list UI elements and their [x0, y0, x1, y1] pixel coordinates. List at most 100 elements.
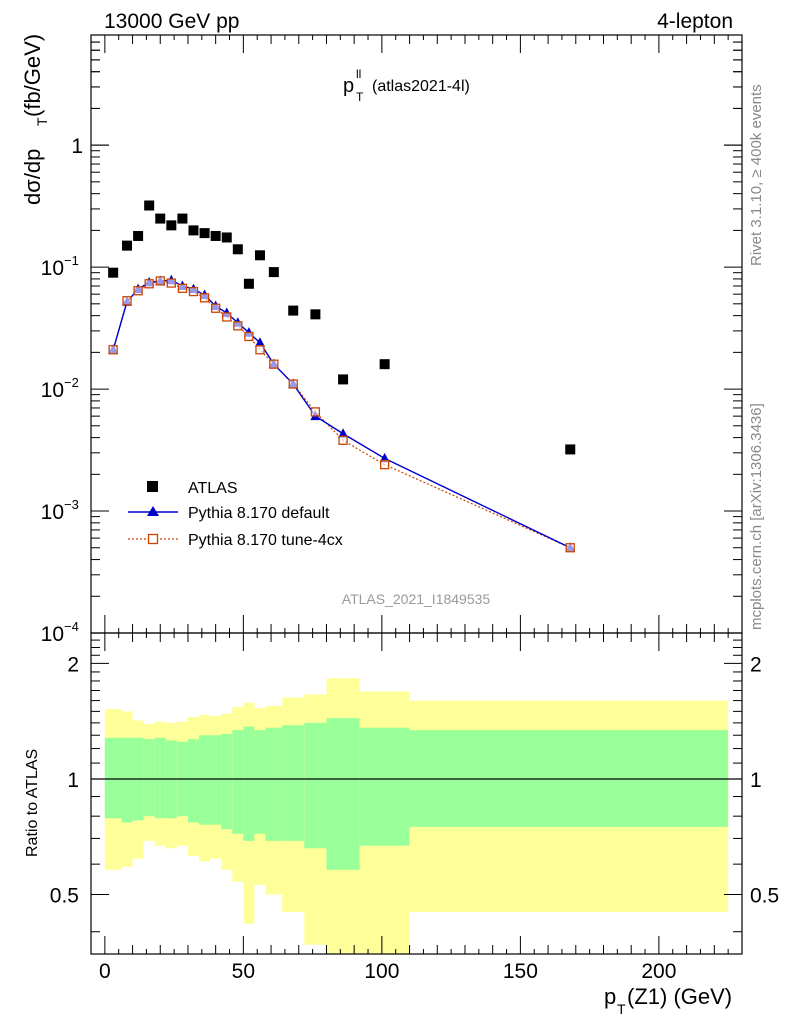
ratio-band-inner	[359, 727, 410, 846]
xlabel-c: (Z1) (GeV)	[627, 984, 732, 1009]
tune-point	[166, 278, 176, 288]
main-ytick-exponent: −3	[64, 497, 79, 512]
plot-title-main: p	[343, 75, 354, 97]
ratio-band-inner	[199, 735, 211, 825]
tune-point	[144, 279, 154, 289]
ratio-band-inner	[187, 739, 200, 823]
default-point	[254, 337, 265, 347]
atlas-point	[188, 225, 199, 236]
ratio-band-inner	[304, 722, 327, 849]
atlas-point	[379, 359, 390, 370]
ratio-ylabel: Ratio to ATLAS	[24, 749, 41, 857]
legend: ATLAS Pythia 8.170 default Pythia 8.170 …	[128, 480, 343, 549]
plot-title-sup: ll	[356, 67, 361, 81]
atlas-point	[108, 267, 119, 278]
atlas-point	[144, 200, 155, 211]
mcplots-label: mcplots.cern.ch [arXiv:1306.3436]	[748, 403, 765, 630]
atlas-point	[254, 250, 265, 261]
atlas-point	[338, 374, 349, 385]
ratio-band-inner	[154, 737, 166, 819]
legend-atlas-label: ATLAS	[188, 480, 238, 497]
ratio-band-inner	[221, 733, 233, 830]
main-ylabel: dσ/dp T (fb/GeV)	[20, 34, 50, 205]
watermark: ATLAS_2021_I1849535	[342, 591, 491, 607]
header-right: 4-lepton	[657, 10, 733, 33]
ratio-band-inner	[326, 718, 360, 870]
atlas-point	[288, 305, 299, 316]
main-ytick-exponent: −4	[64, 619, 79, 634]
atlas-point	[166, 220, 177, 231]
ratio-ytick-label: 1	[67, 769, 79, 792]
plot-title-sub: T	[356, 90, 364, 104]
ratio-bands	[104, 678, 729, 954]
xtick-label: 0	[99, 960, 111, 983]
atlas-point	[210, 230, 221, 241]
ratio-ytick-label: 0.5	[50, 885, 79, 908]
main-series	[108, 200, 576, 553]
ratio-band-inner	[243, 726, 255, 841]
ratio-band-inner	[121, 737, 133, 823]
tune-point	[310, 407, 321, 417]
atlas-point	[565, 444, 576, 455]
tune-point	[177, 283, 188, 293]
xlabel-a: p	[604, 984, 616, 1009]
legend-default-marker	[147, 506, 159, 516]
main-ylabel-c: (fb/GeV)	[20, 34, 45, 117]
xtick-label: 50	[232, 960, 255, 983]
main-ytick-label: 10	[41, 379, 64, 402]
main-ytick-label: 10	[41, 623, 64, 646]
ratio-band-inner	[210, 735, 222, 825]
legend-atlas-marker	[147, 481, 158, 492]
atlas-point	[221, 232, 232, 243]
atlas-point	[243, 278, 254, 289]
xtick-label: 200	[641, 960, 676, 983]
tune-point	[199, 293, 210, 303]
main-ytick-exponent: −1	[64, 253, 79, 268]
series-tune-line	[112, 280, 571, 549]
tune-point	[133, 286, 143, 296]
ratio-ytick-label-right: 1	[750, 769, 762, 792]
xlabel-b: T	[617, 1001, 626, 1017]
tune-point	[565, 543, 575, 553]
atlas-point	[177, 213, 188, 224]
tune-point	[211, 303, 221, 313]
xtick-label: 100	[364, 960, 399, 983]
atlas-point	[155, 213, 166, 224]
ratio-frame	[90, 632, 743, 955]
rivet-label: Rivet 3.1.10, ≥ 400k events	[748, 84, 765, 266]
atlas-point	[199, 228, 210, 239]
tune-point	[255, 345, 265, 355]
header-left: 13000 GeV pp	[104, 10, 239, 33]
xtick-label: 150	[503, 960, 538, 983]
tune-point	[188, 286, 199, 297]
main-ylabel-b: T	[34, 117, 50, 126]
ratio-ytick-label-right: 2	[750, 653, 762, 676]
legend-tune-marker	[147, 533, 159, 545]
legend-default-label: Pythia 8.170 default	[188, 505, 330, 522]
tune-point	[288, 379, 298, 389]
ratio-band-inner	[232, 730, 244, 834]
ratio-band-inner	[282, 725, 305, 841]
tune-point	[244, 331, 254, 342]
atlas-point	[133, 230, 144, 241]
atlas-point	[268, 267, 279, 278]
atlas-point	[232, 244, 243, 255]
default-point	[338, 428, 349, 438]
atlas-point	[122, 240, 133, 251]
ratio-ytick-label-right: 0.5	[750, 885, 779, 908]
ratio-band-inner	[265, 727, 283, 841]
main-ytick-label: 10	[41, 501, 64, 524]
tune-point	[155, 276, 165, 286]
tune-point	[222, 312, 232, 322]
main-ytick-label: 1	[71, 135, 83, 158]
xlabel: p T (Z1) (GeV)	[604, 984, 732, 1017]
main-ytick-exponent: −2	[64, 375, 79, 390]
tune-point	[233, 321, 243, 331]
ratio-ytick-label: 2	[67, 653, 79, 676]
main-ylabel-a: dσ/dp	[20, 149, 45, 205]
legend-tune-label: Pythia 8.170 tune-4cx	[188, 532, 343, 549]
tune-point	[269, 359, 279, 369]
main-ytick-label: 10	[41, 257, 64, 280]
